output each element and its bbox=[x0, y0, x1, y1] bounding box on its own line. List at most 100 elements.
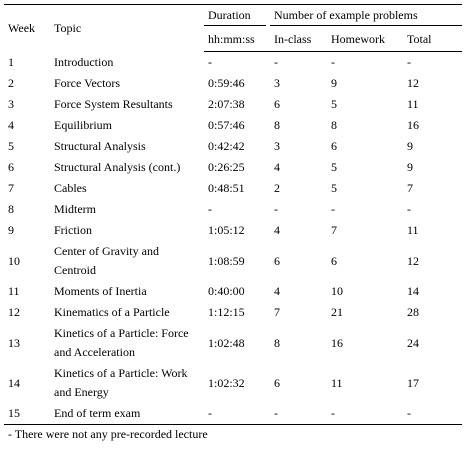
table-cell: 1:12:15 bbox=[208, 305, 245, 319]
header-cell: Homework bbox=[327, 27, 403, 52]
table-cell: 5 bbox=[331, 160, 337, 174]
table-cell: 0:42:42 bbox=[208, 139, 245, 153]
table-cell: - bbox=[407, 55, 411, 69]
table-cell: 2 bbox=[8, 76, 14, 90]
table-cell: 1 bbox=[8, 54, 14, 69]
table-cell: 4 bbox=[274, 160, 280, 174]
table-cell: 6 bbox=[331, 139, 337, 153]
table-cell: 5 bbox=[8, 139, 14, 153]
table-cell: Force System Resultants bbox=[54, 97, 173, 111]
table-cell: 16 bbox=[331, 335, 343, 350]
table: Week Topic Duration Number of example pr… bbox=[4, 4, 463, 425]
table-cell: 11 bbox=[407, 97, 419, 111]
table-cell: 16 bbox=[407, 118, 419, 132]
table-cell: 5 bbox=[331, 181, 337, 195]
table-row: 1 Introduction - - - - bbox=[4, 52, 462, 74]
table-cell: 12 bbox=[407, 76, 419, 90]
table-cell: - bbox=[331, 406, 335, 420]
table-cell: 6 bbox=[274, 253, 280, 268]
table-cell: 6 bbox=[8, 160, 14, 174]
table-row: 14 Kinetics of a Particle: Work and Energ… bbox=[4, 363, 462, 403]
table-cell: 7 bbox=[274, 305, 280, 319]
table-cell: 28 bbox=[407, 305, 419, 319]
table-cell: Moments of Inertia bbox=[54, 284, 147, 298]
table-cell: Equilibrium bbox=[54, 118, 112, 132]
table-cell: Kinetics of a Particle: Work and Energy bbox=[54, 366, 188, 399]
table-cell: 24 bbox=[407, 335, 419, 350]
table-cell: - bbox=[407, 202, 411, 216]
table-cell: 9 bbox=[407, 160, 413, 174]
header-row: Week Topic Duration Number of example pr… bbox=[4, 5, 463, 35]
table-cell: Introduction bbox=[54, 54, 114, 69]
table-cell: 3 bbox=[274, 139, 280, 153]
table-cell: 4 bbox=[8, 118, 14, 132]
table-cell: 1:08:59 bbox=[208, 253, 245, 268]
table-cell: 9 bbox=[331, 76, 337, 90]
table-cell: 17 bbox=[407, 375, 419, 390]
table-row: 3 Force System Resultants 2:07:38 6 5 11 bbox=[4, 94, 462, 115]
table-cell: 2:07:38 bbox=[208, 97, 245, 111]
table-row: 13 Kinetics of a Particle: Force and Acce… bbox=[4, 323, 462, 363]
header-cell: Topic bbox=[54, 20, 82, 35]
table-cell: 11 bbox=[331, 375, 343, 390]
table-cell: 8 bbox=[274, 335, 280, 350]
table-row: 7 Cables 0:48:51 2 5 7 bbox=[4, 178, 462, 199]
table-cell: 14 bbox=[407, 284, 419, 298]
table-cell: 0:26:25 bbox=[208, 160, 245, 174]
table-cell: Midterm bbox=[54, 202, 96, 216]
table-row: 4 Equilibrium 0:57:46 8 8 16 bbox=[4, 115, 462, 136]
table-body: 1 Introduction - - - - 2 Force Vectors 0:59:46 3 9… bbox=[4, 52, 462, 425]
table-row: 5 Structural Analysis 0:42:42 3 6 9 bbox=[4, 136, 462, 157]
table-cell: 15 bbox=[8, 406, 20, 420]
table-cell: 8 bbox=[8, 202, 14, 216]
table-cell: 0:40:00 bbox=[208, 284, 245, 298]
table-cell: 3 bbox=[274, 76, 280, 90]
table-cell: 3 bbox=[8, 97, 14, 111]
table-cell: 21 bbox=[331, 305, 343, 319]
table-row: 15 End of term exam - - - - bbox=[4, 403, 462, 425]
table-cell: 1:05:12 bbox=[208, 223, 245, 237]
table-cell: Kinematics of a Particle bbox=[54, 305, 170, 319]
table-cell: 1:02:32 bbox=[208, 375, 245, 390]
table-cell: 8 bbox=[274, 118, 280, 132]
header-cell: Number of example problems bbox=[270, 5, 463, 28]
table-cell: 12 bbox=[407, 253, 419, 268]
table-cell: 12 bbox=[8, 305, 20, 319]
header-cell: hh:mm:ss bbox=[204, 27, 270, 52]
table-cell: 1:02:48 bbox=[208, 335, 245, 350]
table-row: 11 Moments of Inertia 0:40:00 4 10 14 bbox=[4, 281, 462, 302]
table-cell: 6 bbox=[274, 97, 280, 111]
table-cell: - bbox=[208, 406, 212, 420]
table-cell: Center of Gravity and Centroid bbox=[54, 244, 159, 277]
table-cell: 2 bbox=[274, 181, 280, 195]
table-row: 6 Structural Analysis (cont.) 0:26:25 4 5 9 bbox=[4, 157, 462, 178]
header-cell: Total bbox=[403, 27, 463, 52]
table-cell: Kinetics of a Particle: Force and Accele… bbox=[54, 326, 189, 359]
table-cell: - bbox=[208, 55, 212, 69]
table-cell: Friction bbox=[54, 223, 92, 237]
table-cell: 6 bbox=[274, 375, 280, 390]
table-cell: 0:59:46 bbox=[208, 76, 245, 90]
table-header: Week Topic Duration Number of example pr… bbox=[4, 5, 463, 52]
table-cell: 13 bbox=[8, 335, 20, 350]
table-cell: 9 bbox=[407, 139, 413, 153]
table-cell: 7 bbox=[407, 181, 413, 195]
table-cell: 7 bbox=[331, 223, 337, 237]
header-row: hh:mm:ss In-class Homework Total bbox=[4, 27, 463, 52]
table-cell: Cables bbox=[54, 181, 87, 195]
table-cell: 0:57:46 bbox=[208, 118, 245, 132]
table-cell: 7 bbox=[8, 181, 14, 195]
table-cell: - bbox=[208, 202, 212, 216]
table-cell: 0:48:51 bbox=[208, 181, 245, 195]
table-cell: 10 bbox=[331, 284, 343, 298]
table-cell: 9 bbox=[8, 223, 14, 237]
table-cell: 14 bbox=[8, 375, 20, 390]
table-row: 2 Force Vectors 0:59:46 3 9 12 bbox=[4, 73, 462, 94]
footnote: - There were not any pre-recorded lectur… bbox=[8, 427, 208, 441]
header-cell: In-class bbox=[270, 27, 327, 52]
table-row: 12 Kinematics of a Particle 1:12:15 7 21 28 bbox=[4, 302, 462, 323]
header-cell: Duration bbox=[204, 5, 270, 28]
table-wrap: Week Topic Duration Number of example pr… bbox=[4, 4, 463, 444]
table-cell: Structural Analysis (cont.) bbox=[54, 160, 181, 174]
